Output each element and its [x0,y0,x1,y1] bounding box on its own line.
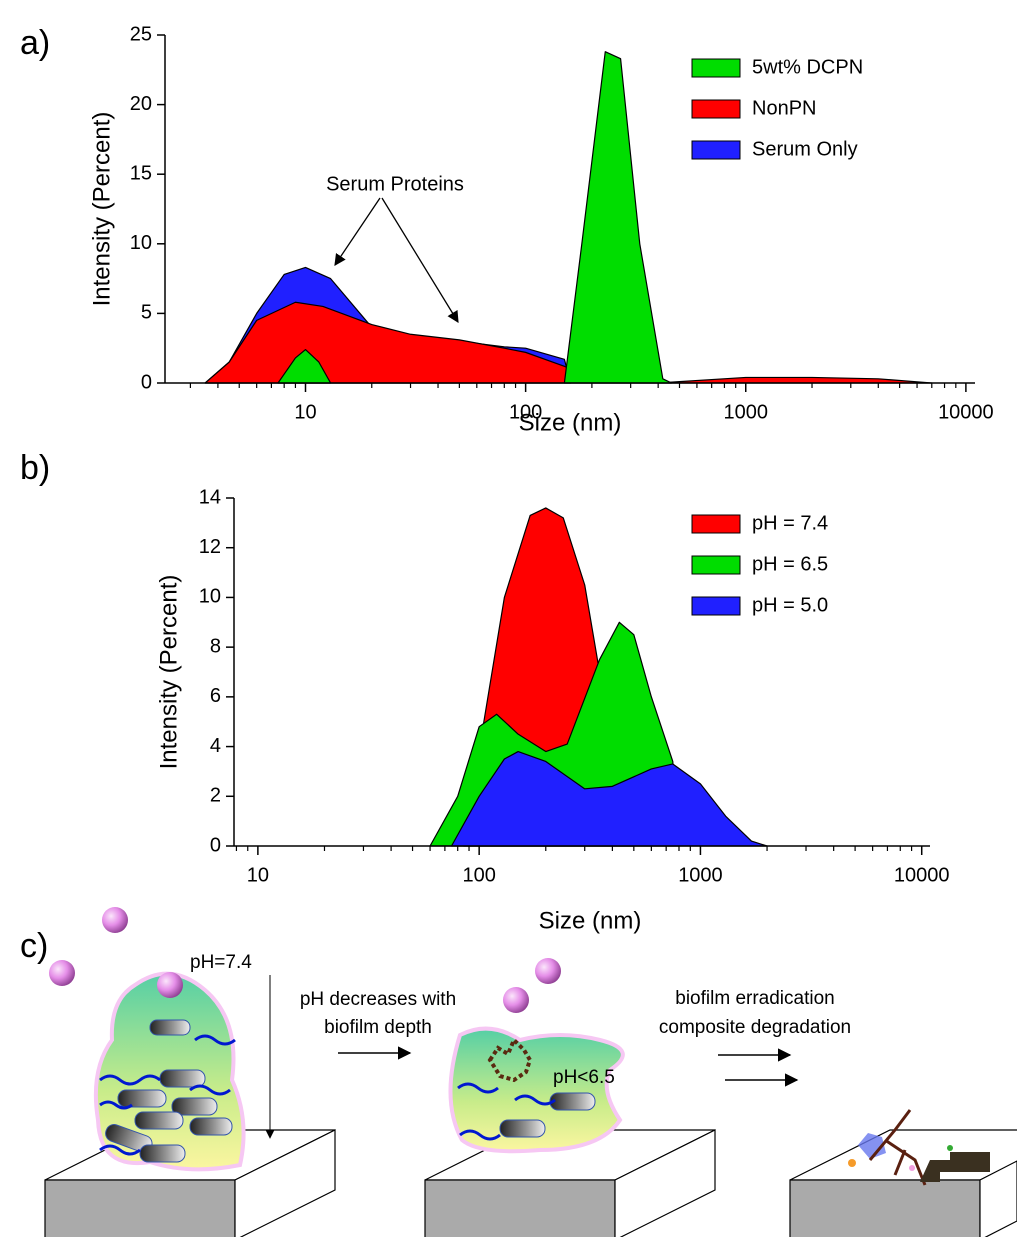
x-tick-label: 1000 [724,401,769,423]
y-tick-label: 0 [210,834,221,856]
nanoparticle [49,960,75,986]
legend-label: pH = 7.4 [752,512,828,534]
note: biofilm erradication [675,988,834,1009]
annotation-arrow [334,197,381,266]
degraded-bacterium [487,1036,533,1083]
diagram-panel: c) pH=7.4 pH decreases with biofilm d [20,907,1017,1237]
debris [848,1109,990,1186]
chart: a) 0 5 10 15 20 25 10 100 1000 10000 Size (nm) Inten… [20,23,994,436]
panel-label: a) [20,24,50,62]
matrix-fibers [99,1034,236,1156]
panel-label: c) [20,927,48,965]
legend-swatch [691,140,741,160]
legend-label: pH = 5.0 [752,594,828,616]
legend-swatch [691,555,741,575]
bacteria [499,1092,596,1138]
substrate [44,1129,1017,1237]
y-tick-label: 10 [199,586,221,608]
y-tick-label: 5 [141,302,152,324]
legend-label: Serum Only [752,138,858,160]
biofilm [448,1026,625,1154]
y-tick-label: 20 [130,93,152,115]
matrix-fibers [457,1082,556,1141]
ph-label: pH<6.5 [553,1067,615,1088]
x-tick-label: 100 [509,401,542,423]
x-tick-label: 100 [462,864,495,886]
legend-label: NonPN [752,97,816,119]
legend-swatch [691,58,741,78]
x-tick-label: 10 [294,401,316,423]
note: pH decreases with [300,989,456,1010]
nanoparticle [535,958,561,984]
y-tick-label: 25 [130,23,152,45]
nanoparticle [102,907,128,933]
y-axis-label: Intensity (Percent) [155,575,182,770]
y-axis-label: Intensity (Percent) [88,112,115,307]
y-tick-label: 10 [130,232,152,254]
panel-label: b) [20,449,50,487]
y-tick-label: 14 [199,486,221,508]
annotation: Serum Proteins [326,173,464,195]
area [204,301,933,384]
x-tick-label: 10 [247,864,269,886]
nanoparticle [157,972,183,998]
bacteria [105,1019,233,1163]
x-axis-label: Size (nm) [519,409,622,436]
legend-swatch [691,99,741,119]
chart: b) 0 2 4 6 8 10 12 14 10 100 1000 10000 Size (nm) Inte… [20,449,950,934]
legend-label: 5wt% DCPN [752,56,863,78]
y-tick-label: 0 [141,371,152,393]
y-tick-label: 6 [210,685,221,707]
y-tick-label: 15 [130,162,152,184]
annotation-arrow [381,197,459,323]
note: composite degradation [659,1017,851,1038]
legend-swatch [691,596,741,616]
area [450,750,768,847]
x-tick-label: 10000 [894,864,950,886]
x-axis-label: Size (nm) [539,907,642,934]
legend-swatch [691,514,741,534]
x-tick-label: 10000 [938,401,994,423]
ph-label: pH=7.4 [190,952,252,973]
y-tick-label: 2 [210,785,221,807]
y-tick-label: 8 [210,635,221,657]
nanoparticle [503,987,529,1013]
note: biofilm depth [324,1017,432,1038]
y-tick-label: 4 [210,735,221,757]
x-tick-label: 1000 [678,864,723,886]
legend-label: pH = 6.5 [752,553,828,575]
y-tick-label: 12 [199,536,221,558]
